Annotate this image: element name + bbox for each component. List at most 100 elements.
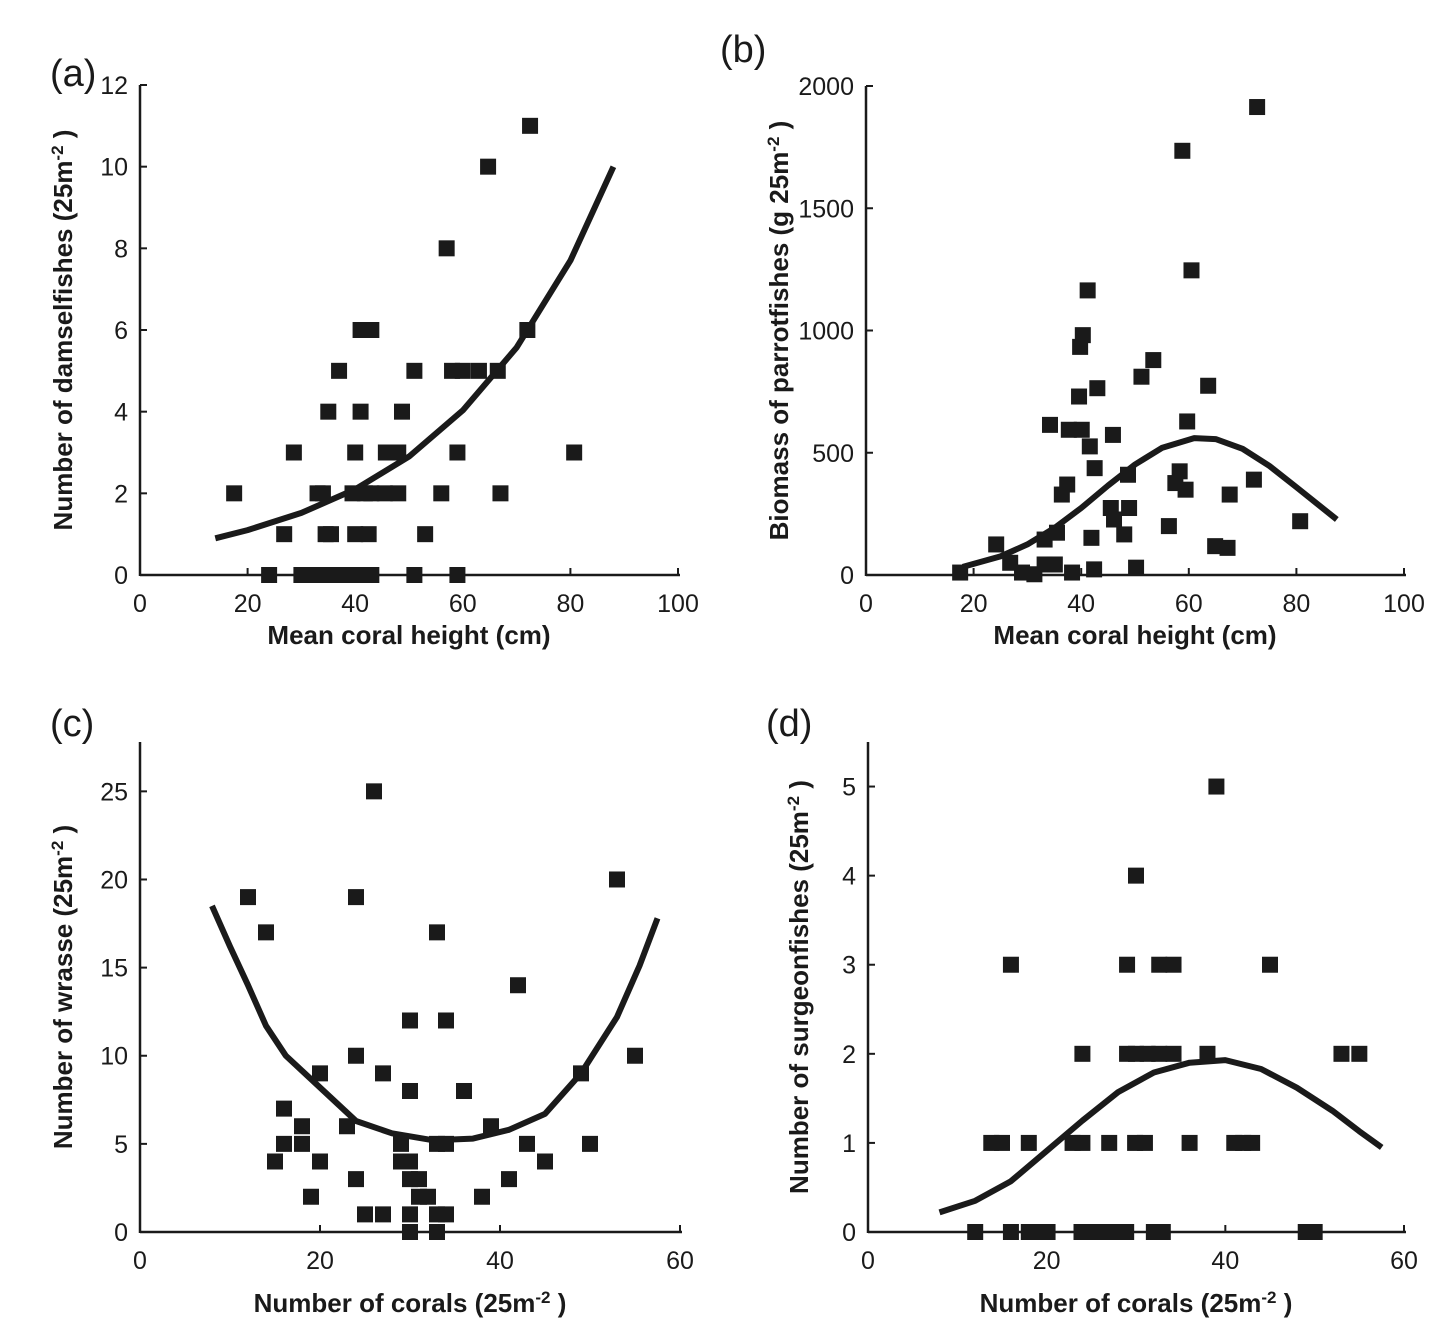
data-point <box>1292 513 1309 530</box>
data-point <box>1002 1224 1019 1240</box>
x-tick-label: 60 <box>1390 1247 1418 1275</box>
y-axis-label-text: Number of surgeonfishes (25m <box>784 811 814 1194</box>
data-point <box>519 1135 535 1152</box>
data-point <box>276 1135 292 1152</box>
x-tick-label: 60 <box>449 590 477 618</box>
data-point <box>1174 142 1191 159</box>
data-point <box>1064 564 1081 581</box>
y-tick-label: 8 <box>114 235 128 263</box>
data-point <box>454 362 471 379</box>
x-tick-label: 40 <box>1211 1247 1239 1275</box>
y-axis-label-superscript: -2 <box>764 137 783 152</box>
data-point <box>1244 1134 1261 1151</box>
x-tick-label: 80 <box>556 590 584 618</box>
data-point <box>1351 1045 1368 1062</box>
data-point <box>1145 352 1162 369</box>
data-point <box>393 1135 409 1152</box>
y-tick-label: 2 <box>842 1041 856 1069</box>
data-point <box>1083 529 1100 546</box>
data-point <box>433 485 450 502</box>
y-axis-label-superscript: -2 <box>784 796 803 811</box>
data-point <box>1200 377 1217 394</box>
panel-label: (a) <box>50 53 96 95</box>
data-point <box>1165 1045 1182 1062</box>
data-point <box>331 362 348 379</box>
data-point <box>480 158 497 175</box>
y-tick-label: 5 <box>842 774 856 802</box>
data-point <box>312 1153 328 1170</box>
data-point <box>1074 327 1091 344</box>
data-point <box>322 526 339 543</box>
data-point <box>1020 1134 1037 1151</box>
y-tick-label: 15 <box>100 955 128 983</box>
data-point <box>1177 481 1194 498</box>
data-point <box>363 322 380 338</box>
data-point <box>1106 511 1123 528</box>
y-tick-label: 1 <box>842 1130 856 1158</box>
x-axis-label-tail: ) <box>1276 1288 1292 1318</box>
x-tick-label: 40 <box>341 590 369 618</box>
data-point <box>1165 956 1182 973</box>
data-point <box>1086 561 1103 578</box>
data-point <box>406 362 423 379</box>
data-point <box>417 526 434 543</box>
data-point <box>1151 1045 1168 1062</box>
data-point <box>952 564 969 581</box>
y-tick-label: 500 <box>812 440 854 468</box>
data-point <box>1086 460 1103 477</box>
x-tick-label: 20 <box>960 590 988 618</box>
x-tick-label: 100 <box>1383 590 1425 618</box>
data-point <box>1306 1224 1323 1240</box>
data-point <box>1074 1134 1091 1151</box>
data-point <box>411 1171 427 1188</box>
data-point <box>489 362 506 379</box>
data-point <box>1060 421 1077 438</box>
data-point <box>402 1082 418 1099</box>
data-point <box>1014 564 1031 581</box>
data-point <box>1073 421 1090 438</box>
data-point <box>312 1065 328 1082</box>
data-point <box>226 485 243 502</box>
y-axis-label-text: Biomass of parrotfishes (g 25m <box>764 152 794 541</box>
data-point <box>1101 1134 1118 1151</box>
y-tick-label: 3 <box>842 952 856 980</box>
data-point <box>1181 1134 1198 1151</box>
y-tick-label: 25 <box>100 778 128 806</box>
y-tick-label: 10 <box>100 154 128 182</box>
data-point <box>449 567 466 583</box>
x-tick-label: 40 <box>486 1247 514 1275</box>
panel-label: (c) <box>50 703 94 745</box>
data-point <box>1118 1224 1135 1240</box>
data-point <box>988 536 1005 553</box>
data-point <box>348 1171 364 1188</box>
x-tick-label: 40 <box>1067 590 1095 618</box>
y-tick-label: 12 <box>100 72 128 100</box>
data-point <box>276 526 293 543</box>
data-point <box>406 567 423 583</box>
y-axis-label: Number of wrasse (25m-2 ) <box>48 825 79 1149</box>
x-axis-label-superscript: -2 <box>1261 1288 1276 1307</box>
data-point <box>402 1224 418 1240</box>
data-point <box>348 889 364 906</box>
data-point <box>1059 476 1076 493</box>
data-point <box>1245 471 1262 488</box>
x-tick-label: 0 <box>133 590 147 618</box>
data-point <box>363 485 380 502</box>
data-point <box>363 567 380 583</box>
data-point <box>438 240 455 257</box>
data-point <box>1041 416 1058 433</box>
data-point <box>320 403 337 420</box>
y-tick-label: 10 <box>100 1043 128 1071</box>
data-point <box>1128 559 1145 576</box>
x-axis-label: Number of corals (25m-2 ) <box>980 1288 1293 1319</box>
x-axis-label-superscript: -2 <box>535 1288 550 1307</box>
y-tick-label: 6 <box>114 317 128 345</box>
y-tick-label: 0 <box>840 562 854 590</box>
data-point <box>1039 1224 1056 1240</box>
y-tick-label: 2000 <box>798 73 854 101</box>
data-point <box>1249 99 1266 116</box>
data-point <box>501 1171 517 1188</box>
y-tick-label: 1500 <box>798 195 854 223</box>
